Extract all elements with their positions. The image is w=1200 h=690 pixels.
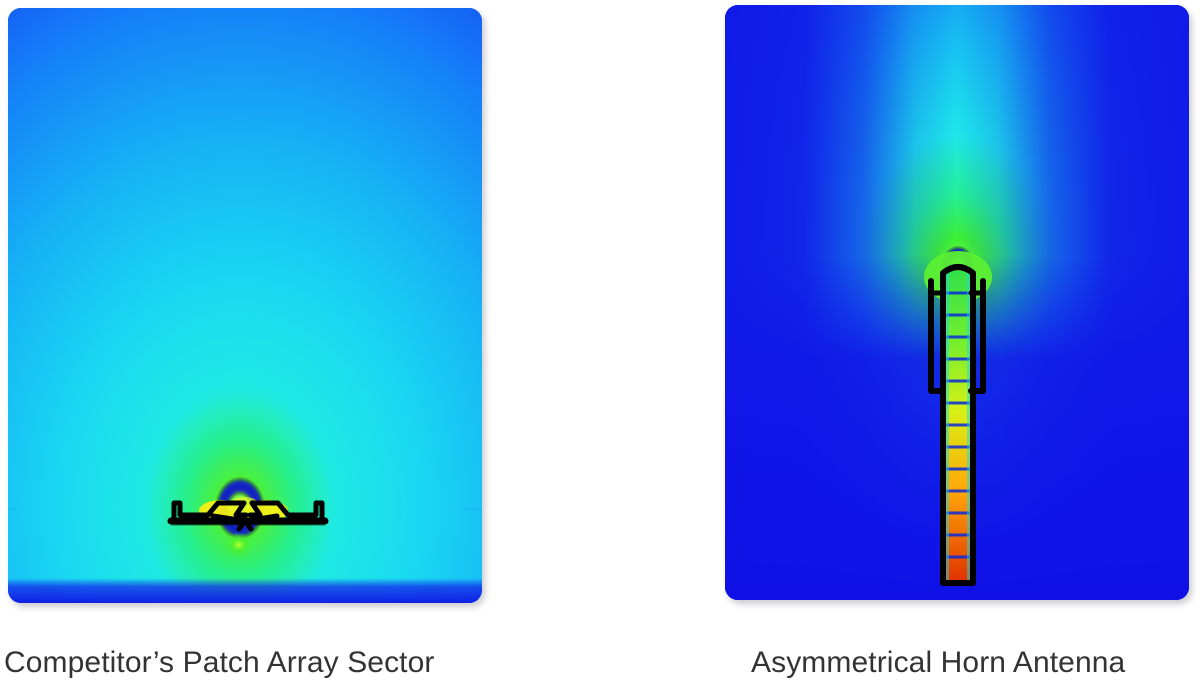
caption-horn-antenna: Asymmetrical Horn Antenna (751, 646, 1126, 679)
waveguide-standing-wave (945, 271, 971, 583)
field-panel-patch-array[interactable] (8, 8, 482, 603)
patch-array-structure (167, 500, 329, 532)
horn-antenna-field-map (725, 5, 1189, 600)
field-panel-horn-antenna[interactable] (725, 5, 1189, 600)
patch-array-field-map (8, 8, 482, 603)
caption-patch-array: Competitor’s Patch Array Sector (4, 646, 435, 679)
horn-antenna-structure (928, 264, 986, 586)
